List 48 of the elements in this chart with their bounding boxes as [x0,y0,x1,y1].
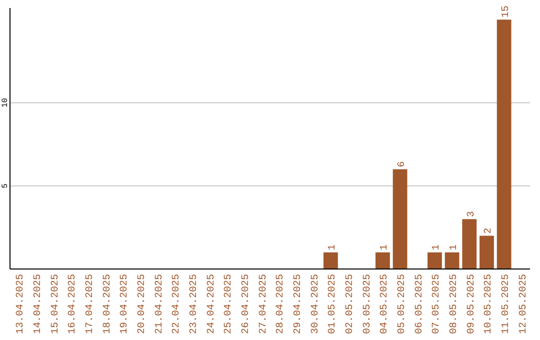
x-tick-label: 17.04.2025 [84,274,96,334]
bar [480,236,494,269]
x-tick-label: 08.05.2025 [449,274,460,334]
x-tick-label: 12.05.2025 [518,274,530,334]
x-tick-label: 24.04.2025 [206,274,218,334]
x-tick-label: 15.04.2025 [50,274,62,334]
bar [376,252,390,269]
bar [496,20,512,269]
x-tick-label: 06.05.2025 [414,274,426,334]
x-tick-label: 28.04.2025 [276,274,287,334]
x-tick-label: 30.04.2025 [310,274,322,334]
x-tick-label: 01.05.2025 [328,274,339,334]
x-tick-label: 02.05.2025 [345,274,356,334]
x-tick-label: 03.05.2025 [362,274,374,334]
data-label: 6 [397,161,408,168]
x-tick-label: 04.05.2025 [380,274,391,334]
x-tick-label: 16.04.2025 [68,274,79,334]
bar [444,252,460,269]
x-tick-label: 11.05.2025 [501,274,512,334]
data-label: 1 [328,244,339,250]
data-label: 15 [501,6,512,18]
x-tick-label: 13.04.2025 [16,274,27,334]
x-tick-label: 07.05.2025 [432,274,443,334]
y-tick-label: 10 [1,98,10,108]
data-label: 1 [432,244,443,250]
x-tick-label: 21.04.2025 [154,274,166,334]
data-label: 2 [484,228,495,234]
x-tick-label: 20.04.2025 [136,274,148,334]
x-tick-label: 23.04.2025 [188,274,200,334]
x-tick-label: 09.05.2025 [466,274,478,334]
x-tick-label: 18.04.2025 [102,274,114,334]
x-tick-label: 26.04.2025 [240,274,252,334]
x-tick-label: 22.04.2025 [172,274,183,334]
bar [392,169,408,269]
data-label: 1 [449,244,460,250]
data-label: 1 [380,244,391,250]
x-tick-label: 14.04.2025 [32,274,44,334]
x-tick-label: 05.05.2025 [397,274,408,334]
x-tick-label: 19.04.2025 [120,274,131,334]
x-tick-label: 27.04.2025 [258,274,270,334]
x-tick-label: 25.04.2025 [224,274,235,334]
bar [428,252,442,269]
bar [462,219,477,269]
data-label: 3 [466,211,478,218]
y-tick-label: 5 [1,183,10,188]
bar [323,252,338,269]
x-tick-label: 10.05.2025 [484,274,495,334]
x-tick-label: 29.04.2025 [293,274,304,334]
